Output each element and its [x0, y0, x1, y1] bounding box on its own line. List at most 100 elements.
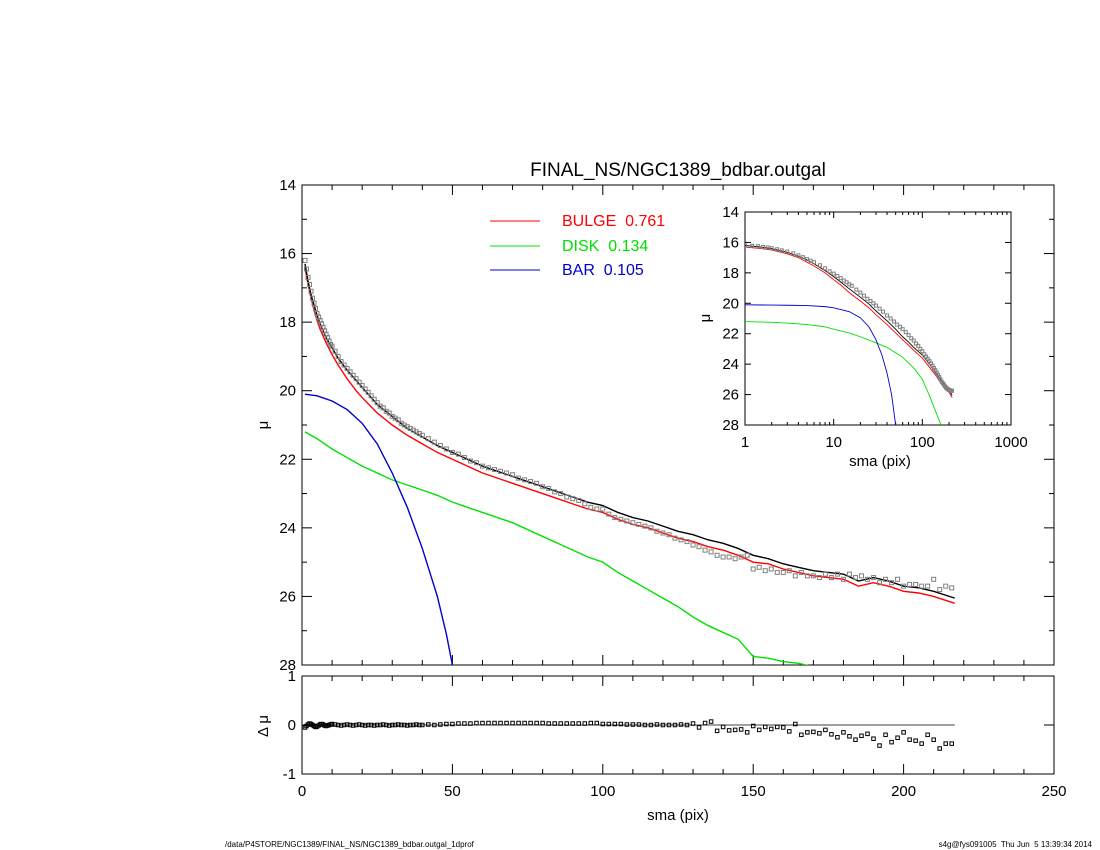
- residual-data-point: [817, 731, 822, 736]
- main-data-point: [338, 359, 344, 365]
- residual-data-point: [805, 730, 810, 735]
- residual-data-point: [498, 720, 503, 726]
- residual-data-point: [841, 730, 846, 735]
- main-data-point: [708, 549, 714, 555]
- residual-x-tick-label: 0: [298, 783, 306, 800]
- footer-file-path: /data/P4STORE/NGC1389/FINAL_NS/NGC1389_b…: [225, 840, 474, 849]
- main-data-point: [368, 393, 374, 399]
- inset-x-tick-label: 100: [910, 434, 935, 451]
- inset-data-point: [873, 303, 878, 308]
- residual-data-point: [895, 735, 900, 740]
- main-data-point: [822, 571, 828, 577]
- inset-y-tick-label: 24: [722, 356, 739, 373]
- main-data-point: [720, 554, 726, 560]
- main-data-point: [540, 484, 546, 490]
- main-data-point: [732, 556, 738, 562]
- residual-data-point: [666, 722, 672, 728]
- residual-data-point: [823, 727, 828, 733]
- inset-data-point: [888, 316, 893, 321]
- main-data-point: [901, 583, 907, 589]
- main-data-point: [858, 573, 864, 579]
- main-data-point: [786, 568, 792, 574]
- residual-data-point: [654, 722, 660, 727]
- residual-data-point: [456, 721, 461, 726]
- main-y-axis-label: μ: [255, 421, 272, 430]
- main-data-point: [302, 257, 308, 263]
- inset-data-point: [796, 253, 801, 258]
- main-data-point: [907, 581, 913, 587]
- residual-data-point: [919, 741, 924, 746]
- residual-data-point: [949, 741, 954, 746]
- residual-data-point: [540, 720, 545, 726]
- main-data-point: [437, 443, 443, 449]
- main-data-point: [305, 275, 311, 281]
- inset-data-point: [871, 301, 876, 306]
- residual-data-point: [702, 720, 708, 726]
- residual-data-point: [486, 720, 491, 726]
- residual-data-point: [522, 720, 527, 726]
- main-data-point: [642, 523, 648, 529]
- main-data-point: [696, 544, 702, 550]
- main-data-point: [834, 571, 840, 577]
- main-data-point: [618, 516, 624, 522]
- main-series-line-1: [304, 263, 955, 599]
- main-y-tick-label: 16: [279, 246, 296, 263]
- residual-data-point: [738, 727, 744, 732]
- main-data-point: [726, 554, 732, 560]
- inset-data-point: [900, 327, 905, 332]
- inset-y-tick-label: 16: [722, 234, 739, 251]
- main-data-point: [374, 400, 380, 406]
- residual-data-point: [588, 720, 594, 726]
- main-data-point: [744, 552, 750, 558]
- main-data-point: [690, 542, 696, 548]
- inset-y-tick-label: 22: [722, 326, 739, 343]
- main-data-point: [792, 573, 798, 579]
- residual-x-tick-label: 50: [444, 783, 461, 800]
- residual-data-point: [432, 722, 437, 728]
- residual-x-tick-label: 100: [590, 783, 615, 800]
- inset-data-point: [755, 244, 760, 249]
- residual-data-point: [871, 736, 876, 741]
- main-data-point: [479, 463, 485, 469]
- residual-data-point: [762, 724, 768, 730]
- inset-series-line-2: [745, 321, 943, 425]
- main-data-point: [949, 585, 955, 591]
- inset-data-point: [914, 341, 919, 346]
- residual-data-point: [480, 720, 485, 726]
- inset-y-tick-label: 20: [722, 295, 739, 312]
- main-data-point: [350, 372, 356, 378]
- main-data-point: [828, 575, 834, 581]
- residual-data-point: [612, 721, 618, 727]
- chart-title: FINAL_NS/NGC1389_bdbar.outgal: [530, 160, 826, 181]
- main-data-point: [449, 449, 455, 455]
- inset-data-point: [903, 330, 908, 335]
- main-y-tick-label: 24: [279, 520, 296, 537]
- main-y-tick-label: 26: [279, 588, 296, 605]
- main-data-point: [919, 583, 925, 589]
- main-data-point: [353, 376, 359, 382]
- inset-y-tick-label: 14: [722, 204, 739, 221]
- residual-data-point: [835, 735, 840, 740]
- main-data-point: [840, 576, 846, 582]
- inset-data-point: [831, 271, 836, 276]
- inset-data-point: [880, 309, 885, 314]
- main-data-point: [816, 575, 822, 581]
- residual-data-point: [552, 721, 557, 726]
- main-data-point: [356, 379, 362, 385]
- residual-x-tick-label: 250: [1041, 783, 1066, 800]
- main-data-point: [846, 571, 852, 577]
- residual-data-point: [720, 724, 726, 730]
- legend-disk-label: DISK 0.134: [562, 238, 648, 255]
- inset-x-axis-label: sma (pix): [849, 453, 911, 470]
- main-data-point: [419, 432, 425, 438]
- residual-data-point: [516, 720, 521, 726]
- main-data-point: [510, 472, 516, 478]
- residual-data-point: [847, 734, 852, 739]
- main-data-point: [431, 439, 437, 445]
- main-data-point: [498, 468, 504, 474]
- residual-data-point: [696, 725, 702, 730]
- main-data-point: [504, 470, 510, 476]
- main-data-point: [570, 496, 576, 502]
- main-data-point: [371, 396, 377, 402]
